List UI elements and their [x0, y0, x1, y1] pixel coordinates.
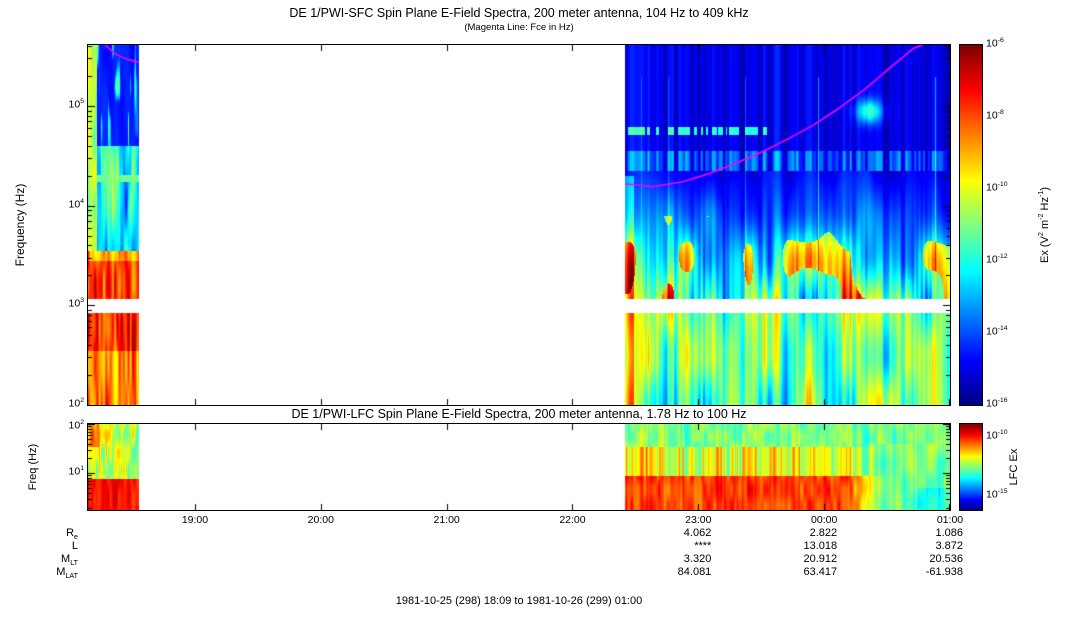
sfc-colorbar-tick-label: 10-10 [986, 181, 1008, 194]
ephemeris-value: 4.062 [683, 527, 712, 539]
ephemeris-value: -61.938 [925, 566, 963, 578]
x-axis-tick-label: 20:00 [307, 514, 334, 526]
ephemeris-value: 20.912 [803, 553, 838, 565]
lfc-y-tick-label: 102 [68, 419, 84, 432]
x-axis-tick-label: 19:00 [181, 514, 209, 526]
ephemeris-value: 3.320 [683, 553, 712, 565]
ephemeris-value: 84.081 [677, 566, 712, 578]
ephemeris-row-label: L [71, 540, 78, 552]
sfc-colorbar-label: Ex (V2 m-2 Hz-1) [1037, 186, 1051, 264]
lfc-canvas [88, 424, 950, 510]
x-axis-tick-label: 00:00 [811, 514, 838, 526]
sfc-y-axis-label: Frequency (Hz) [13, 183, 27, 267]
lfc-colorbar-tick-label: 10-10 [986, 428, 1008, 442]
lfc-colorbar-label: LFC Ex [1008, 448, 1020, 486]
lfc-colorbar-frame [959, 423, 983, 511]
ephemeris-row-label: Re [66, 527, 78, 542]
sfc-colorbar-tick-label: 10-6 [986, 37, 1004, 50]
sfc-subtitle: (Magenta Line: Fce in Hz) [464, 22, 574, 33]
ephemeris-row-label: MLAT [56, 566, 78, 581]
sfc-colorbar-tick-label: 10-12 [986, 253, 1008, 266]
lfc-y-axis-label: Freq (Hz) [27, 443, 39, 491]
lfc-title: DE 1/PWI-LFC Spin Plane E-Field Spectra,… [291, 407, 747, 421]
sfc-y-tick-label: 104 [68, 197, 84, 211]
lfc-y-tick-label: 101 [68, 465, 84, 478]
lfc-colorbar-tick-label: 10-15 [986, 488, 1008, 501]
sfc-y-tick-label: 103 [68, 297, 84, 310]
sfc-canvas [88, 45, 950, 405]
sfc-title: DE 1/PWI-SFC Spin Plane E-Field Spectra,… [289, 6, 749, 20]
ephemeris-value: 1.086 [935, 527, 963, 539]
sfc-colorbar-frame [959, 44, 983, 406]
ephemeris-value: 3.872 [935, 540, 963, 552]
lfc-plot-frame [87, 423, 951, 511]
x-axis-tick-label: 01:00 [936, 514, 964, 526]
ephemeris-value: 2.822 [809, 527, 838, 539]
x-axis-tick-label: 22:00 [559, 514, 586, 526]
sfc-colorbar-tick-label: 10-8 [986, 109, 1004, 122]
ephemeris-value: 63.417 [803, 566, 838, 578]
x-axis-tick-label: 23:00 [685, 514, 712, 526]
ephemeris-value: **** [694, 540, 712, 552]
ephemeris-value: 20.536 [929, 553, 963, 565]
ephemeris-value: 13.018 [803, 540, 838, 552]
sfc-y-tick-label: 102 [68, 397, 84, 410]
time-range-footer: 1981-10-25 (298) 18:09 to 1981-10-26 (29… [395, 595, 643, 607]
sfc-colorbar-tick-label: 10-14 [986, 325, 1008, 338]
ephemeris-row-label: MLT [61, 553, 78, 568]
sfc-colorbar-canvas [960, 45, 982, 405]
lfc-colorbar-canvas [960, 424, 982, 510]
sfc-colorbar-tick-label: 10-16 [986, 397, 1008, 410]
sfc-plot-frame [87, 44, 951, 406]
x-axis-tick-label: 21:00 [433, 514, 460, 526]
sfc-y-tick-label: 105 [68, 97, 84, 111]
